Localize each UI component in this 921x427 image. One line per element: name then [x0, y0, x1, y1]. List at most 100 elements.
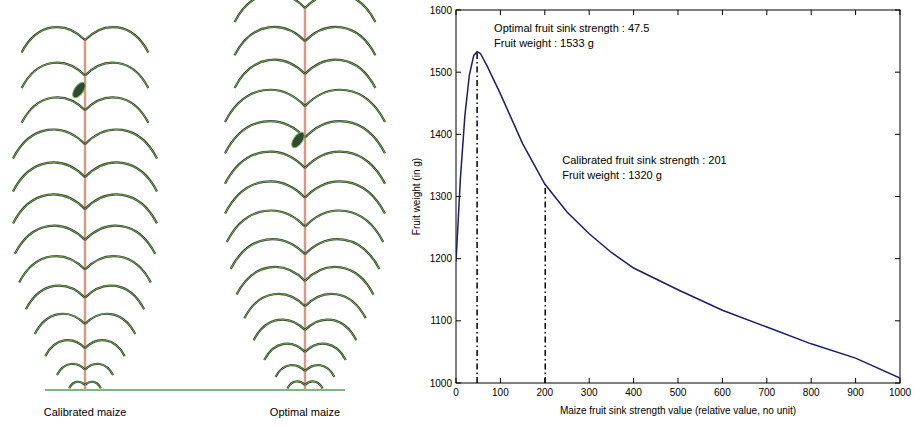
leaf-highlight: [85, 97, 148, 122]
y-tick: [456, 72, 461, 73]
x-tick-label: 400: [625, 387, 642, 398]
leaf-highlight: [244, 294, 305, 318]
x-tick-top: [589, 10, 590, 15]
y-tick: [456, 383, 461, 384]
y-tick-label: 1300: [430, 191, 453, 202]
y-tick: [456, 10, 461, 11]
leaf: [22, 97, 85, 122]
leaf: [15, 226, 85, 254]
leaf: [231, 239, 305, 269]
leaf-highlight: [276, 365, 305, 377]
y-tick-right: [895, 320, 900, 321]
leaf-highlight: [85, 340, 125, 356]
y-tick-label: 1000: [430, 378, 453, 389]
x-tick: [500, 378, 501, 383]
leaf: [85, 314, 135, 334]
leaf: [254, 320, 305, 341]
leaf: [85, 340, 125, 356]
leaf-highlight: [45, 340, 85, 356]
y-tick-label: 1200: [430, 253, 453, 264]
leaf-highlight: [85, 130, 157, 159]
annotation-dropline: [544, 184, 546, 383]
leaf-highlight: [305, 27, 375, 55]
leaf: [225, 181, 305, 213]
leaf-highlight: [57, 364, 85, 375]
leaf: [85, 27, 148, 52]
leaf-highlight: [305, 0, 375, 22]
leaf-highlight: [15, 226, 85, 254]
x-tick: [811, 378, 812, 383]
maize-diagram: Calibrated maize Optimal maize: [13, 0, 385, 418]
leaf: [35, 314, 85, 334]
leaf-highlight: [305, 365, 334, 377]
y-tick-right: [895, 383, 900, 384]
leaf: [85, 364, 113, 375]
x-tick-top: [766, 10, 767, 15]
leaf-highlight: [305, 381, 323, 388]
leaf-highlight: [305, 121, 385, 153]
x-tick-label: 0: [453, 387, 459, 398]
y-tick: [456, 320, 461, 321]
x-tick-label: 300: [581, 387, 598, 398]
leaf-highlight: [13, 162, 85, 191]
leaf-highlight: [305, 239, 379, 269]
leaf: [22, 63, 85, 88]
leaf: [69, 382, 85, 388]
x-tick-top: [500, 10, 501, 15]
leaf: [235, 0, 305, 22]
x-tick-top: [811, 10, 812, 15]
leaf: [305, 267, 373, 294]
leaf: [85, 130, 157, 159]
x-tick-label: 800: [803, 387, 820, 398]
leaf: [305, 60, 375, 88]
leaf: [305, 27, 375, 55]
x-tick-top: [900, 10, 901, 15]
x-tick-label: 500: [670, 387, 687, 398]
x-tick-top: [544, 10, 545, 15]
leaf: [305, 239, 379, 269]
x-tick-label: 700: [758, 387, 775, 398]
leaf: [85, 382, 101, 388]
leaf-highlight: [85, 382, 101, 388]
leaf-highlight: [22, 63, 85, 88]
leaf-highlight: [305, 320, 356, 341]
plot-frame: [456, 10, 900, 383]
leaf-highlight: [26, 286, 85, 310]
plant-label: Calibrated maize: [44, 406, 127, 418]
annotation-dropline: [476, 52, 478, 383]
x-tick: [589, 378, 590, 383]
x-tick: [722, 378, 723, 383]
x-tick: [678, 378, 679, 383]
stem: [304, 8, 307, 390]
y-axis-title: Fruit weight (in g): [411, 158, 422, 235]
plant-label: Optimal maize: [270, 406, 340, 418]
leaf-highlight: [235, 0, 305, 22]
leaf: [287, 381, 305, 388]
leaf: [305, 211, 383, 242]
x-axis-title: Maize fruit sink strength value (relativ…: [560, 405, 796, 416]
leaf: [13, 130, 85, 159]
leaf-highlight: [305, 267, 373, 294]
leaf: [235, 27, 305, 55]
leaf: [305, 344, 346, 360]
leaf: [85, 162, 157, 191]
leaf: [235, 60, 305, 88]
leaf: [225, 90, 305, 122]
x-tick-label: 1000: [889, 387, 912, 398]
leaf-highlight: [237, 267, 305, 294]
leaf: [26, 286, 85, 310]
x-tick-label: 200: [536, 387, 553, 398]
leaf-highlight: [305, 181, 385, 213]
leaf: [264, 344, 305, 360]
leaf: [225, 152, 305, 184]
y-tick-right: [895, 134, 900, 135]
ground-line: [45, 389, 345, 391]
leaf-highlight: [13, 194, 85, 223]
leaf-highlight: [85, 314, 135, 334]
leaf: [85, 286, 144, 310]
x-tick-label: 600: [714, 387, 731, 398]
leaf-highlight: [235, 60, 305, 88]
x-tick: [766, 378, 767, 383]
leaf-highlight: [22, 97, 85, 122]
leaf: [305, 90, 385, 122]
